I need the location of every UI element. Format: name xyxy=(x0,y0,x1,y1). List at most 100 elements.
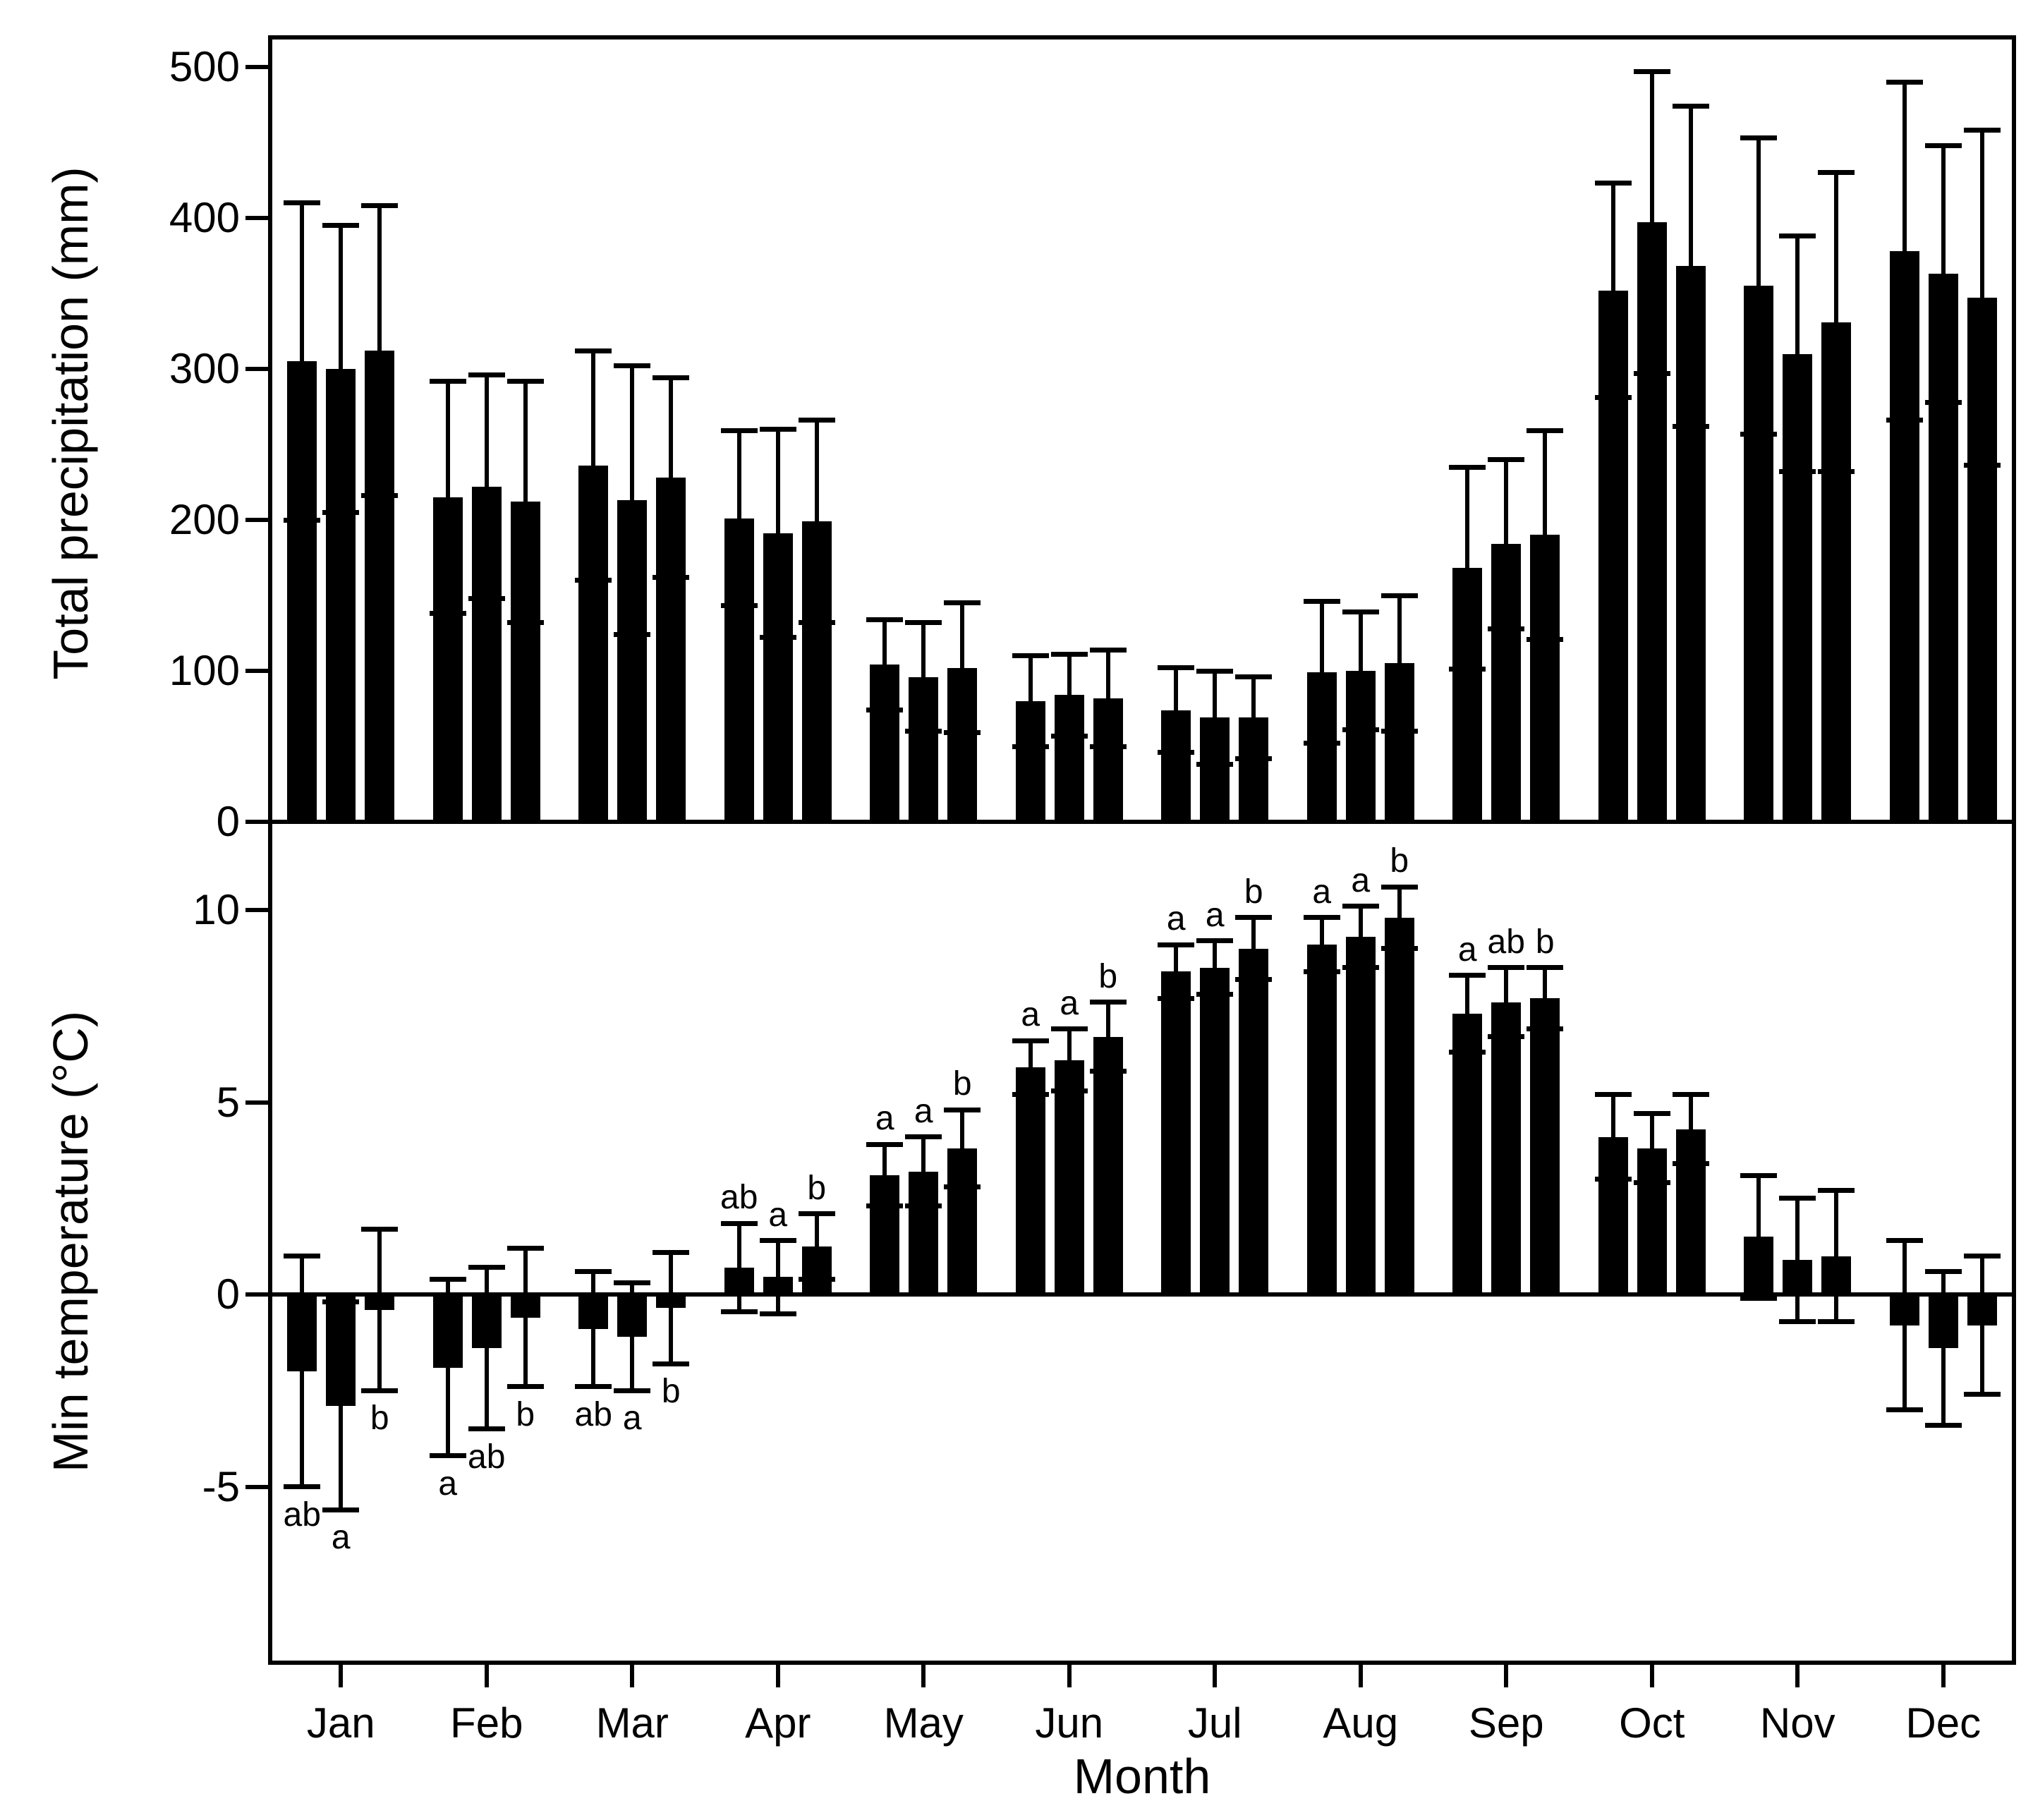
x-tick-month xyxy=(921,1665,926,1687)
error-bar-cap-top xyxy=(1050,651,1088,657)
bar xyxy=(1093,1036,1123,1294)
error-bar-cap-bottom xyxy=(322,1507,360,1512)
error-bar-cap-bottom xyxy=(1527,1026,1564,1032)
error-bar-cap-bottom xyxy=(1924,1422,1962,1428)
error-bar-cap-bottom xyxy=(429,611,466,617)
y-tick-label-temperature: 5 xyxy=(216,1078,240,1126)
error-bar-cap-bottom xyxy=(1012,1092,1049,1098)
sig-letter: a xyxy=(1351,861,1371,899)
error-bar-line xyxy=(1649,71,1654,374)
error-bar-cap-bottom xyxy=(1303,741,1340,746)
x-tick-month xyxy=(1358,1665,1363,1687)
error-bar-line xyxy=(377,205,382,496)
error-bar-line xyxy=(1251,677,1256,759)
sig-letter: a xyxy=(438,1464,458,1503)
error-bar-line xyxy=(1941,1271,1946,1426)
error-bar-cap-top xyxy=(759,1238,796,1244)
error-bar-cap-bottom xyxy=(1012,744,1049,749)
x-tick-month xyxy=(1649,1665,1654,1687)
sig-letter: a xyxy=(1312,873,1332,911)
month-label: Jan xyxy=(306,1699,375,1747)
error-bar-cap-bottom xyxy=(1924,399,1962,405)
error-bar-line xyxy=(1941,145,1946,403)
sig-letter: b xyxy=(807,1169,827,1207)
error-bar-cap-bottom xyxy=(1449,667,1486,672)
error-bar-line xyxy=(1979,1256,1984,1395)
error-bar-cap-top xyxy=(1672,1092,1709,1098)
error-bar-cap-top xyxy=(1089,1000,1127,1005)
error-bar-line xyxy=(1397,595,1402,732)
error-bar-cap-top xyxy=(322,1299,360,1305)
sig-letter: b xyxy=(952,1065,972,1103)
x-tick-month xyxy=(484,1665,489,1687)
error-bar-cap-bottom xyxy=(944,730,981,736)
error-bar-cap-top xyxy=(506,378,544,384)
error-bar-cap-bottom xyxy=(1886,1407,1923,1412)
error-bar-cap-bottom xyxy=(1089,1069,1127,1074)
error-bar-line xyxy=(775,1240,780,1314)
error-bar-cap-top xyxy=(468,1265,505,1270)
error-bar-cap-top xyxy=(653,1249,690,1255)
error-bar-line xyxy=(484,1267,489,1429)
y-tick-temperature xyxy=(245,1484,268,1489)
error-bar-cap-bottom xyxy=(1235,756,1273,761)
sig-letter: a xyxy=(1457,930,1477,969)
y-tick-precipitation xyxy=(245,518,268,522)
month-label: Dec xyxy=(1905,1699,1982,1747)
error-bar-line xyxy=(1756,1175,1761,1299)
error-bar-cap-bottom xyxy=(1818,1318,1855,1324)
error-bar-line xyxy=(1251,917,1256,980)
error-bar-cap-bottom xyxy=(1779,1318,1816,1324)
error-bar-cap-bottom xyxy=(1594,395,1632,401)
error-bar-cap-top xyxy=(759,427,796,432)
error-bar-cap-top xyxy=(284,200,321,206)
error-bar-line xyxy=(1795,1198,1800,1322)
error-bar-cap-top xyxy=(361,1226,399,1232)
error-bar-cap-bottom xyxy=(575,578,612,583)
error-bar-line xyxy=(736,1223,741,1312)
error-bar-cap-bottom xyxy=(1449,1050,1486,1055)
y-tick-temperature xyxy=(245,908,268,912)
sig-letter: a xyxy=(875,1100,894,1138)
error-bar-line xyxy=(445,381,450,614)
y-tick-temperature xyxy=(245,1292,268,1297)
error-bar-line xyxy=(882,619,887,710)
sig-letter: a xyxy=(622,1400,642,1438)
error-bar-cap-bottom xyxy=(1963,463,2001,468)
x-tick-month xyxy=(1067,1665,1072,1687)
error-bar-line xyxy=(630,1282,635,1391)
y-tick-label-precipitation: 500 xyxy=(169,43,240,90)
sig-letter: b xyxy=(1098,957,1118,995)
error-bar-cap-top xyxy=(798,418,835,423)
error-bar-cap-top xyxy=(1488,965,1525,971)
error-bar-line xyxy=(1688,1094,1693,1164)
y-tick-label-temperature: 10 xyxy=(193,886,240,933)
error-bar-cap-bottom xyxy=(1527,636,1564,642)
error-bar-cap-top xyxy=(866,1141,904,1147)
bar xyxy=(1015,1067,1045,1294)
month-label: Jun xyxy=(1035,1699,1104,1747)
month-label: May xyxy=(883,1699,964,1747)
bar xyxy=(1054,1060,1084,1294)
error-bar-cap-top xyxy=(1050,1026,1088,1032)
error-bar-line xyxy=(377,1229,382,1391)
error-bar-cap-top xyxy=(1963,1254,2001,1258)
error-bar-cap-top xyxy=(1342,904,1379,909)
error-bar-cap-top xyxy=(614,363,651,369)
error-bar-cap-bottom xyxy=(720,1309,758,1315)
error-bar-cap-bottom xyxy=(720,603,758,609)
y-tick-temperature xyxy=(245,1100,268,1105)
error-bar-cap-bottom xyxy=(1303,969,1340,974)
month-label: Mar xyxy=(595,1699,669,1747)
error-bar-line xyxy=(1834,1190,1839,1322)
error-bar-cap-top xyxy=(1594,1092,1632,1098)
month-label: Jul xyxy=(1187,1699,1242,1747)
error-bar-cap-top xyxy=(429,378,466,384)
bar xyxy=(1530,998,1560,1294)
error-bar-cap-top xyxy=(1303,915,1340,921)
sig-letter: a xyxy=(331,1519,351,1557)
bar xyxy=(1161,971,1191,1294)
sig-letter: b xyxy=(1390,842,1409,880)
error-bar-cap-bottom xyxy=(1342,727,1379,732)
sig-letter: ab xyxy=(574,1395,612,1433)
